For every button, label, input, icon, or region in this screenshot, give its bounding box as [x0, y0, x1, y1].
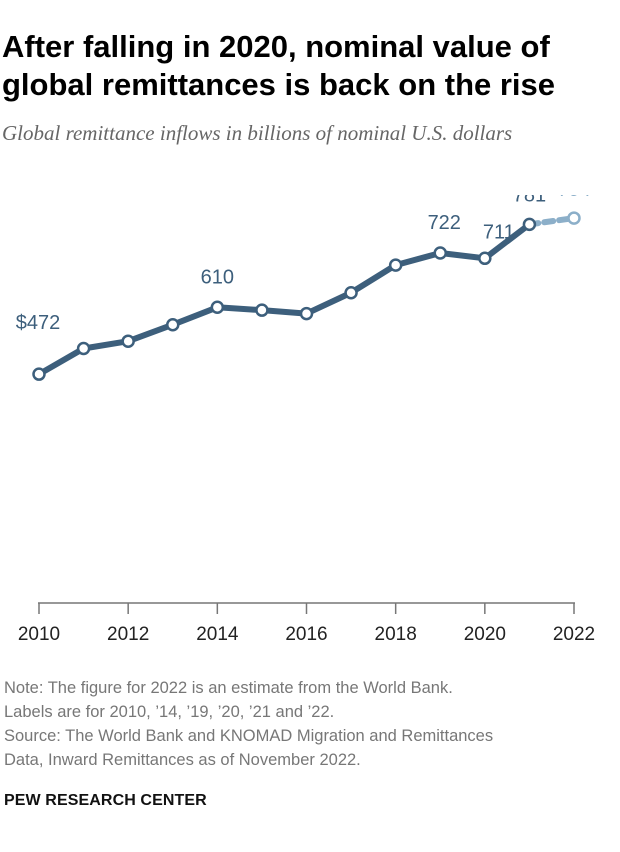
data-point [166, 317, 180, 332]
data-point [522, 217, 537, 232]
data-point [344, 285, 358, 300]
data-label: 781 [513, 195, 546, 206]
x-tick-label: 2014 [196, 624, 239, 645]
data-point [76, 341, 91, 356]
series-line [36, 221, 533, 378]
data-label: 722 [428, 212, 461, 234]
data-point [32, 367, 46, 381]
x-tick-label: 2012 [107, 624, 149, 645]
data-point [388, 258, 403, 272]
pew-research-center-logo: PEW RESEARCH CENTER [4, 792, 207, 809]
chart-subtitle: Global remittance inflows in billions of… [2, 121, 513, 145]
data-point [433, 246, 447, 260]
x-tick-label: 2022 [553, 624, 595, 645]
data-label: 711 [483, 221, 515, 243]
note-line-1: Note: The figure for 2022 is an estimate… [4, 679, 453, 697]
data-label: 610 [201, 266, 234, 288]
notes-block: Note: The figure for 2022 is an estimate… [4, 676, 616, 772]
data-label: 794 [558, 195, 591, 201]
data-point [210, 300, 225, 315]
x-tick-label: 2010 [18, 624, 60, 645]
estimate-point [567, 211, 581, 225]
data-point [478, 251, 492, 266]
x-tick-label: 2016 [285, 624, 327, 645]
source-line-1: Source: The World Bank and KNOMAD Migrat… [4, 727, 494, 745]
data-point [299, 306, 314, 321]
data-point [121, 334, 135, 348]
chart-title: After falling in 2020, nominal value of … [2, 29, 556, 102]
note-line-2: Labels are for 2010, ’14, ’19, ’20, ’21 … [4, 703, 335, 721]
data-label: $472 [16, 312, 61, 334]
estimate-line [526, 215, 577, 228]
line-chart: 2010 2012 2014 2016 2018 2020 2022 $472 610 722 71… [16, 195, 595, 645]
x-tick-label: 2020 [464, 624, 506, 645]
x-tick-label: 2018 [375, 624, 417, 645]
source-line-2: Data, Inward Remittances as of November … [4, 751, 361, 769]
data-point [255, 303, 269, 317]
